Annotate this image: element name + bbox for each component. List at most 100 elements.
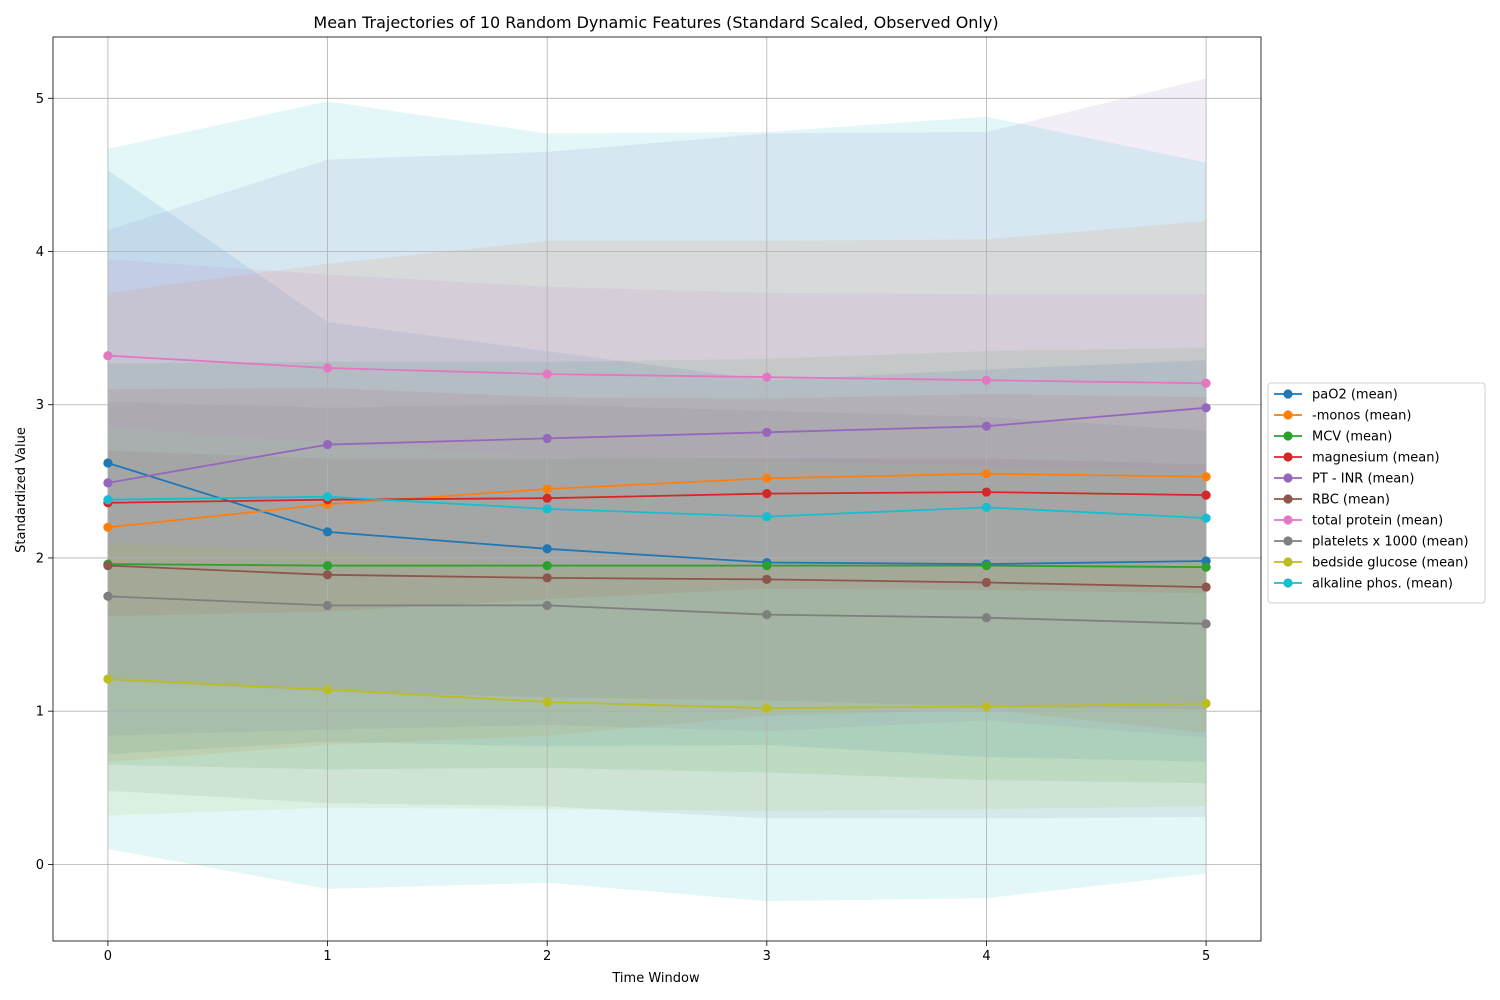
legend-entry-label: platelets x 1000 (mean)	[1312, 535, 1469, 550]
data-point	[981, 577, 992, 588]
series-line-0	[107, 462, 1207, 566]
data-point	[981, 469, 992, 479]
x-tick-label: 0	[104, 949, 112, 964]
data-point	[542, 544, 552, 554]
legend-entry-label: PT - INR (mean)	[1312, 472, 1414, 487]
series-line-7	[107, 595, 1207, 625]
data-point	[322, 439, 333, 450]
data-point	[1201, 403, 1211, 413]
data-point	[542, 600, 552, 611]
data-point	[762, 488, 772, 499]
data-point	[542, 433, 552, 444]
data-point	[542, 484, 552, 494]
x-tick-label: 2	[543, 949, 551, 964]
legend: paO2 (mean) -monos (mean) MCV (mean) magnes…	[1267, 382, 1486, 604]
data-point	[322, 492, 333, 502]
data-point	[762, 372, 772, 382]
data-point	[981, 561, 992, 571]
data-point	[103, 495, 113, 505]
data-point	[542, 369, 552, 379]
data-point	[542, 493, 552, 503]
data-point	[322, 685, 333, 695]
data-point	[981, 701, 992, 712]
data-point	[542, 697, 552, 707]
series-line-6	[107, 354, 1207, 385]
data-point	[322, 570, 333, 580]
data-point	[762, 703, 772, 713]
band-series-1	[107, 220, 1207, 762]
series-line-8	[107, 678, 1207, 710]
data-point	[322, 600, 333, 611]
data-point	[103, 591, 113, 601]
legend-entry-label: -monos (mean)	[1312, 409, 1411, 424]
band-series-4	[107, 78, 1207, 738]
y-axis-title: Standardized Value	[14, 427, 29, 553]
x-tick-label: 4	[982, 949, 990, 964]
data-point	[762, 561, 772, 571]
data-point	[981, 613, 992, 623]
data-point	[103, 561, 113, 571]
y-tick-label: 4	[36, 245, 44, 260]
band-series-3	[107, 387, 1207, 617]
data-point	[103, 522, 113, 532]
data-point	[322, 363, 333, 373]
data-point	[103, 674, 113, 684]
legend-entry-label: RBC (mean)	[1312, 493, 1390, 508]
legend-marker	[1283, 473, 1293, 483]
data-point	[542, 561, 552, 571]
legend-marker	[1283, 431, 1293, 441]
legend-entry-label: total protein (mean)	[1312, 514, 1443, 529]
data-point	[762, 610, 772, 620]
data-point	[1201, 582, 1211, 592]
legend-entry-label: MCV (mean)	[1312, 430, 1392, 445]
band-series-0	[107, 170, 1207, 762]
legend-entry-label: bedside glucose (mean)	[1312, 556, 1468, 571]
legend-marker	[1283, 389, 1293, 399]
plot-frame	[52, 36, 1262, 942]
grid	[53, 37, 1261, 941]
data-point	[981, 421, 992, 431]
data-point	[1201, 513, 1211, 523]
x-axis-title: Time Window	[611, 971, 700, 986]
data-point	[103, 458, 113, 468]
data-point	[981, 487, 992, 497]
legend-marker	[1283, 557, 1293, 567]
band-series-5	[107, 450, 1207, 710]
legend-entry-label: magnesium (mean)	[1312, 451, 1440, 466]
data-point	[322, 561, 333, 571]
data-point	[322, 527, 333, 537]
data-point	[1201, 619, 1211, 629]
legend-marker	[1283, 536, 1293, 546]
y-tick-label: 3	[36, 398, 44, 413]
legend-marker	[1283, 578, 1293, 588]
data-point	[103, 351, 113, 361]
legend-entry-label: paO2 (mean)	[1312, 388, 1398, 403]
y-tick-label: 0	[36, 858, 44, 873]
data-point	[981, 502, 992, 512]
data-point	[762, 574, 772, 585]
band-series-9	[107, 101, 1207, 902]
data-point	[542, 504, 552, 514]
data-point	[1201, 562, 1211, 572]
legend-marker	[1283, 494, 1293, 504]
chart-title: Mean Trajectories of 10 Random Dynamic F…	[313, 13, 998, 32]
y-tick-label: 1	[36, 705, 44, 720]
data-point	[1201, 490, 1211, 500]
data-point	[542, 573, 552, 583]
legend-marker	[1283, 515, 1293, 525]
legend-frame	[1267, 382, 1486, 604]
data-point	[1201, 472, 1211, 482]
legend-marker	[1283, 452, 1293, 462]
series-lines	[103, 351, 1211, 713]
data-point	[1201, 698, 1211, 709]
band-series-6	[107, 259, 1207, 473]
data-point	[1201, 378, 1211, 388]
series-line-4	[107, 406, 1207, 484]
data-point	[762, 511, 772, 522]
data-point	[103, 478, 113, 488]
x-tick-label: 5	[1202, 949, 1210, 964]
y-tick-label: 5	[36, 92, 44, 107]
x-tick-label: 3	[763, 949, 771, 964]
series-line-9	[107, 495, 1207, 519]
